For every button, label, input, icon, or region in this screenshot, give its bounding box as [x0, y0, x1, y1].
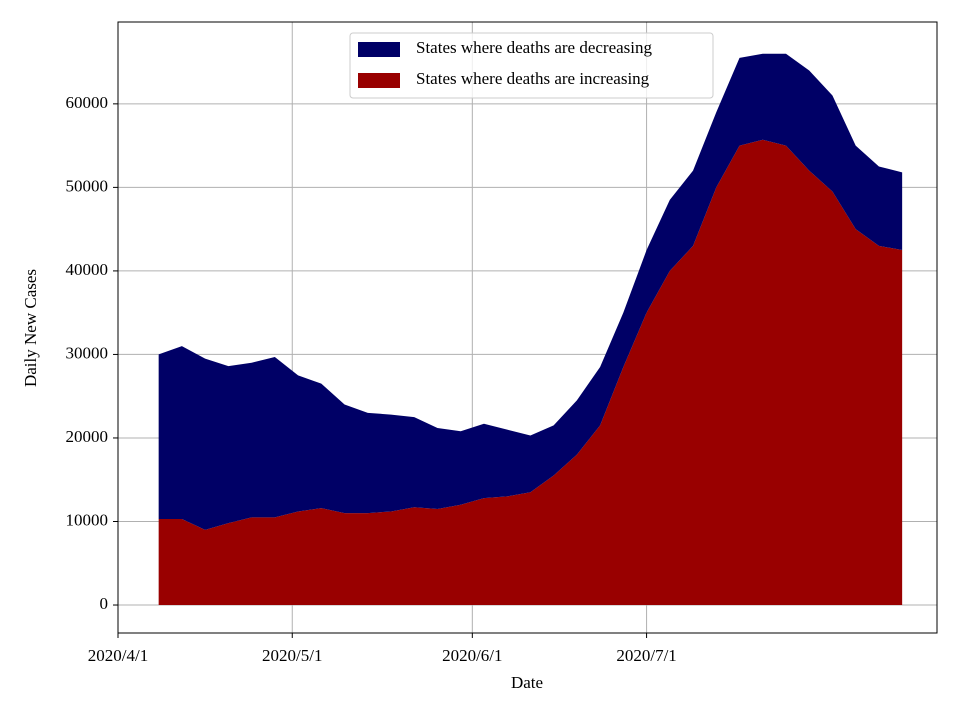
legend-swatch	[358, 73, 400, 88]
y-tick-label: 40000	[66, 260, 109, 279]
y-tick-label: 60000	[66, 93, 109, 112]
y-tick-label: 0	[100, 594, 109, 613]
x-tick-label: 2020/6/1	[442, 646, 502, 665]
x-tick-label: 2020/7/1	[616, 646, 676, 665]
legend-box	[349, 32, 714, 99]
area	[158, 53, 903, 530]
x-tick-label: 2020/5/1	[262, 646, 322, 665]
x-tick-label: 2020/4/1	[88, 646, 148, 665]
areas	[158, 53, 903, 606]
x-axis-label: Date	[511, 673, 543, 692]
y-axis-label: Daily New Cases	[21, 269, 40, 387]
plot-frame	[117, 21, 938, 634]
area	[158, 139, 903, 606]
y-tick-label: 50000	[66, 176, 109, 195]
y-tick-label: 30000	[66, 343, 109, 362]
legend-label: States where deaths are increasing	[416, 69, 650, 88]
legend-swatch	[358, 42, 400, 57]
legend-label: States where deaths are decreasing	[416, 38, 652, 57]
axes: 0 10000 20000 30000 40000 50000 60000 2020/4/1 2…	[66, 21, 938, 665]
y-tick-label: 10000	[66, 510, 109, 529]
y-tick-label: 20000	[66, 427, 109, 446]
legend: States where deaths are decreasing States…	[349, 32, 714, 99]
